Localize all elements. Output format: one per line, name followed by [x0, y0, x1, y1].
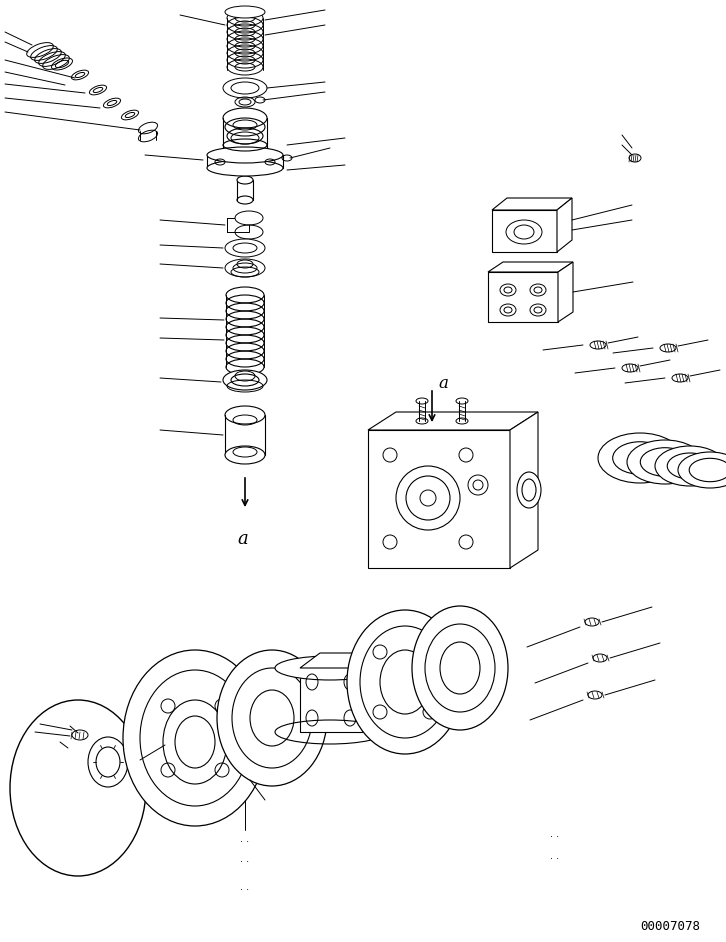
Ellipse shape — [506, 220, 542, 244]
Text: · ·: · · — [240, 837, 250, 847]
Ellipse shape — [347, 610, 463, 754]
Ellipse shape — [598, 433, 682, 483]
Polygon shape — [488, 262, 573, 272]
Bar — [227, 218, 249, 232]
Polygon shape — [488, 272, 558, 322]
Circle shape — [383, 448, 397, 462]
Ellipse shape — [225, 406, 265, 424]
Polygon shape — [492, 198, 572, 210]
Circle shape — [396, 466, 460, 530]
Ellipse shape — [207, 160, 283, 176]
Circle shape — [383, 535, 397, 549]
Polygon shape — [368, 412, 538, 430]
Circle shape — [459, 535, 473, 549]
Text: a: a — [438, 375, 448, 392]
Ellipse shape — [235, 211, 263, 225]
Text: · ·: · · — [550, 854, 560, 864]
Ellipse shape — [223, 108, 267, 128]
Polygon shape — [368, 430, 510, 568]
Polygon shape — [557, 198, 572, 252]
Text: · ·: · · — [550, 832, 560, 842]
Ellipse shape — [255, 97, 265, 103]
Ellipse shape — [223, 370, 267, 390]
Polygon shape — [558, 262, 573, 322]
Text: · ·: · · — [240, 885, 250, 895]
Ellipse shape — [412, 606, 508, 730]
Ellipse shape — [225, 259, 265, 277]
Bar — [492, 210, 557, 252]
Polygon shape — [300, 653, 382, 668]
Ellipse shape — [275, 656, 385, 680]
Ellipse shape — [225, 6, 265, 18]
Ellipse shape — [27, 42, 53, 57]
Ellipse shape — [517, 472, 541, 508]
Ellipse shape — [655, 446, 725, 486]
Ellipse shape — [207, 147, 283, 163]
Polygon shape — [207, 155, 283, 168]
Polygon shape — [510, 412, 538, 568]
Ellipse shape — [225, 239, 265, 257]
Polygon shape — [300, 668, 362, 732]
Ellipse shape — [88, 737, 128, 787]
Circle shape — [459, 448, 473, 462]
Ellipse shape — [123, 650, 267, 826]
Ellipse shape — [223, 78, 267, 98]
Text: · ·: · · — [240, 857, 250, 867]
Text: a: a — [237, 530, 248, 548]
Ellipse shape — [627, 440, 703, 484]
Ellipse shape — [678, 452, 726, 488]
Text: 00007078: 00007078 — [640, 919, 701, 933]
Ellipse shape — [237, 176, 253, 184]
Ellipse shape — [225, 446, 265, 464]
Ellipse shape — [217, 650, 327, 786]
